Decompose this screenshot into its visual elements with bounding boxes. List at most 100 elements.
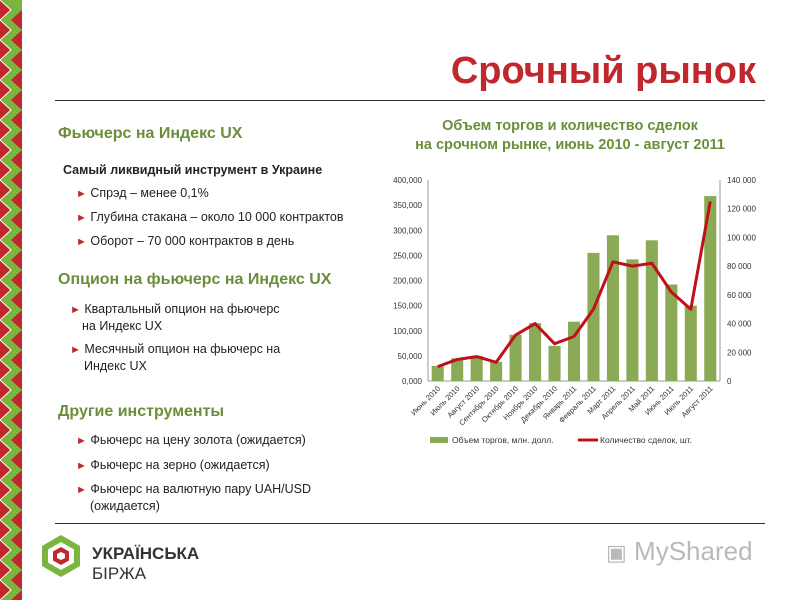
bar bbox=[431, 365, 444, 381]
list-item-text: Фьючерс на цену золота (ожидается) bbox=[90, 433, 306, 447]
border-stroke bbox=[0, 139, 12, 161]
list-item-text: Спрэд – менее 0,1% bbox=[90, 186, 209, 200]
list-item-text: Квартальный опцион на фьючерс bbox=[84, 302, 280, 316]
border-triangle bbox=[0, 40, 11, 60]
border-triangle bbox=[0, 540, 11, 560]
border-stroke bbox=[0, 19, 12, 41]
list-item-text: Индекс UX bbox=[84, 359, 147, 373]
border-stroke bbox=[0, 259, 12, 281]
section-heading-options: Опцион на фьючерс на Индекс UX bbox=[58, 271, 332, 288]
border-triangle bbox=[0, 300, 11, 320]
list-item: ► Спрэд – менее 0,1% bbox=[76, 185, 209, 202]
border-triangle bbox=[0, 420, 11, 440]
border-stroke bbox=[0, 0, 12, 21]
trades-line bbox=[437, 201, 712, 369]
bar bbox=[451, 358, 464, 381]
bullet-marker-icon: ► bbox=[76, 484, 87, 496]
border-triangle bbox=[11, 350, 22, 370]
border-triangle bbox=[11, 470, 22, 490]
border-triangle bbox=[11, 70, 22, 90]
border-triangle bbox=[11, 330, 22, 350]
y-left-tick-label: 50,000 bbox=[398, 352, 423, 361]
list-item-text: Фьючерс на зерно (ожидается) bbox=[90, 458, 270, 472]
border-triangle bbox=[11, 550, 22, 570]
border-triangle bbox=[11, 430, 22, 450]
border-triangle bbox=[0, 240, 11, 260]
border-stroke bbox=[0, 239, 12, 261]
list-item: ► Глубина стакана – около 10 000 контрак… bbox=[76, 209, 344, 226]
y-left-tick-label: 350,000 bbox=[393, 201, 422, 210]
chart-title-line: на срочном рынке, июнь 2010 - август 201… bbox=[415, 137, 725, 153]
y-left-tick-label: 400,000 bbox=[393, 176, 422, 185]
bar bbox=[470, 355, 483, 381]
border-triangle bbox=[0, 480, 11, 500]
bar bbox=[490, 361, 503, 381]
border-triangle bbox=[11, 110, 22, 130]
border-triangle bbox=[11, 150, 22, 170]
border-stroke bbox=[0, 359, 12, 381]
y-right-tick-label: 120 000 bbox=[727, 205, 756, 214]
bullet-marker-icon: ► bbox=[76, 460, 87, 472]
bar bbox=[509, 334, 522, 381]
border-stroke bbox=[0, 559, 12, 581]
list-item: ► Месячный опцион на фьючерс на Индекс U… bbox=[70, 341, 280, 374]
y-right-tick-label: 20 000 bbox=[727, 348, 752, 357]
border-stroke bbox=[0, 59, 12, 81]
border-stroke bbox=[0, 319, 12, 341]
y-left-tick-label: 300,000 bbox=[393, 226, 422, 235]
bar bbox=[606, 235, 619, 381]
border-triangle bbox=[0, 0, 11, 20]
border-triangle bbox=[0, 60, 11, 80]
border-triangle bbox=[11, 230, 22, 250]
y-right-tick-label: 140 000 bbox=[727, 176, 756, 185]
border-triangle bbox=[11, 390, 22, 410]
legend-label: Объем торгов, млн. долл. bbox=[452, 435, 554, 445]
list-item: ► Квартальный опцион на фьючерс на Индек… bbox=[70, 301, 280, 334]
chart-title-line: Объем торгов и количество сделок bbox=[442, 118, 698, 134]
bar bbox=[704, 196, 717, 381]
border-triangle bbox=[0, 280, 11, 300]
border-stroke bbox=[0, 439, 12, 461]
border-stroke bbox=[0, 499, 12, 521]
border-triangle bbox=[11, 130, 22, 150]
list-item-text: Глубина стакана – около 10 000 контракто… bbox=[90, 210, 344, 224]
border-triangle bbox=[11, 530, 22, 550]
border-stroke bbox=[0, 399, 12, 421]
y-right-tick-label: 80 000 bbox=[727, 262, 752, 271]
border-triangle bbox=[0, 380, 11, 400]
border-triangle bbox=[0, 580, 11, 600]
border-triangle bbox=[11, 170, 22, 190]
bottom-divider bbox=[55, 523, 765, 524]
border-stroke bbox=[0, 159, 12, 181]
bullet-marker-icon: ► bbox=[76, 212, 87, 224]
y-left-tick-label: 250,000 bbox=[393, 251, 422, 260]
border-triangle bbox=[0, 20, 11, 40]
border-triangle bbox=[11, 250, 22, 270]
border-triangle bbox=[0, 360, 11, 380]
border-triangle bbox=[0, 80, 11, 100]
border-stroke bbox=[0, 579, 12, 600]
border-triangle bbox=[11, 590, 22, 600]
border-stroke bbox=[0, 379, 12, 401]
logo-line: БІРЖА bbox=[92, 564, 147, 583]
y-right-tick-label: 0 bbox=[727, 377, 732, 386]
border-triangle bbox=[0, 460, 11, 480]
y-right-tick-label: 60 000 bbox=[727, 291, 752, 300]
border-triangle bbox=[0, 160, 11, 180]
bullet-marker-icon: ► bbox=[70, 344, 81, 356]
border-triangle bbox=[11, 30, 22, 50]
border-stroke bbox=[0, 339, 12, 361]
border-triangle bbox=[11, 570, 22, 590]
legend-label: Количество сделок, шт. bbox=[600, 435, 692, 445]
watermark-text: MyShared bbox=[634, 536, 753, 566]
border-triangle bbox=[0, 100, 11, 120]
border-triangle bbox=[0, 340, 11, 360]
border-triangle bbox=[11, 210, 22, 230]
border-stroke bbox=[0, 279, 12, 301]
section-heading-index-futures: Фьючерс на Индекс UX bbox=[58, 125, 243, 142]
top-divider bbox=[55, 100, 765, 101]
border-triangle bbox=[11, 270, 22, 290]
chart-title: Объем торгов и количество сделок на сроч… bbox=[380, 117, 760, 155]
exchange-logo-text: УКРАЇНСЬКА БІРЖА bbox=[92, 544, 199, 584]
border-triangle bbox=[0, 500, 11, 520]
